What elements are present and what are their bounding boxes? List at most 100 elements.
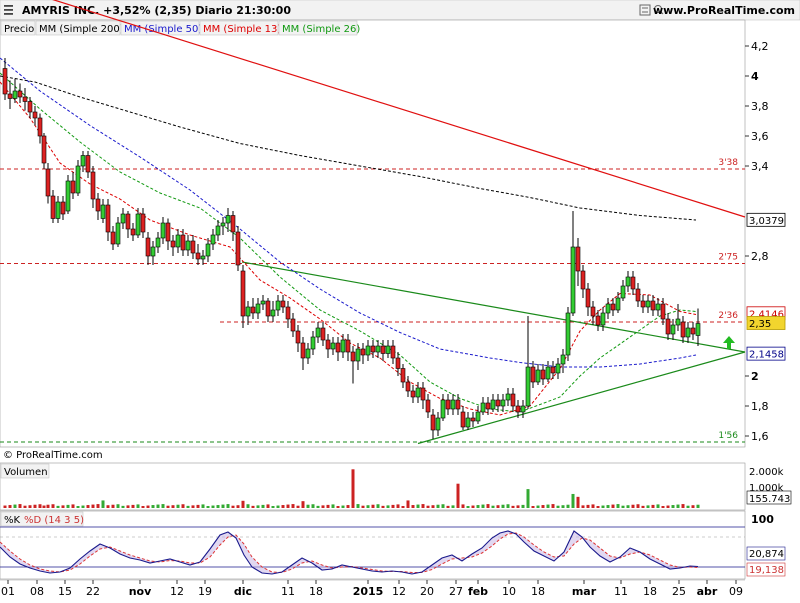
menu-icon[interactable] xyxy=(4,5,13,15)
volume-bar xyxy=(221,504,225,508)
price-tick-label: 4,2 xyxy=(751,40,769,53)
volume-bar xyxy=(656,504,660,508)
price-tick-label: 2,8 xyxy=(751,250,769,263)
candle-body xyxy=(580,270,586,290)
volume-bar xyxy=(386,505,390,508)
candle-body xyxy=(590,306,596,317)
candle-body xyxy=(550,366,556,374)
candle-body xyxy=(420,387,426,401)
candle-body xyxy=(185,240,191,251)
candle-body xyxy=(460,411,466,428)
volume-bar xyxy=(8,505,12,508)
candle-body xyxy=(575,246,581,272)
volume-bar xyxy=(381,505,385,508)
volume-panel xyxy=(0,462,746,511)
stoch-d-value: 19,138 xyxy=(749,565,784,576)
volume-bar xyxy=(42,505,46,508)
price-tag-label: 2,35 xyxy=(749,319,771,330)
candle-body xyxy=(655,303,661,311)
price-tag-label: 2,4146 xyxy=(749,309,784,320)
price-panel xyxy=(0,19,746,448)
volume-bar xyxy=(86,505,90,508)
legend-item[interactable]: Precio xyxy=(4,24,34,35)
volume-bar xyxy=(641,505,645,508)
volume-bars xyxy=(3,469,700,508)
candle-body xyxy=(180,234,186,251)
candle-body xyxy=(370,345,376,353)
volume-tick-label: 2.000k xyxy=(749,467,784,478)
candle-body xyxy=(275,300,281,311)
volume-bar xyxy=(196,504,200,508)
level-label: 2'36 xyxy=(718,311,738,321)
date-tick-label: 20 xyxy=(420,585,434,598)
volume-bar xyxy=(266,504,270,508)
volume-bar xyxy=(531,506,535,508)
volume-bar xyxy=(636,504,640,508)
legend-item[interactable]: MM (Simple 200) xyxy=(39,24,124,35)
candle-body xyxy=(240,270,246,317)
volume-bar xyxy=(201,504,205,508)
candle-body xyxy=(125,213,131,230)
volume-bar xyxy=(91,504,95,508)
candle-body xyxy=(2,68,8,95)
settings-icon[interactable] xyxy=(639,4,651,16)
legend-item[interactable]: MM (Simple 26) xyxy=(282,24,360,35)
date-tick-label: 10 xyxy=(502,585,516,598)
candle-body xyxy=(415,387,421,398)
volume-bar xyxy=(291,504,295,508)
site-url[interactable]: www.ProRealTime.com xyxy=(653,4,795,17)
volume-bar xyxy=(236,505,240,508)
zoom-icon[interactable] xyxy=(654,5,664,15)
volume-bar xyxy=(166,505,170,508)
volume-bar xyxy=(516,505,520,508)
candle-body xyxy=(12,90,18,99)
volume-bar xyxy=(666,505,670,508)
volume-bar xyxy=(106,505,110,508)
date-tick-label: 11 xyxy=(614,585,628,598)
candle-body xyxy=(70,180,76,194)
candle-body xyxy=(27,101,33,113)
candle-body xyxy=(470,417,476,422)
candle-body xyxy=(685,327,691,338)
volume-bar xyxy=(406,500,410,508)
date-tick-label: 2015 xyxy=(353,585,384,598)
price-tag xyxy=(746,316,786,330)
volume-bar xyxy=(216,505,220,508)
volume-bar xyxy=(251,505,255,508)
candle-body xyxy=(210,234,216,245)
volume-bar xyxy=(676,504,680,508)
candle-body xyxy=(680,321,686,338)
candle-body xyxy=(640,300,646,308)
volume-label: Volumen xyxy=(4,467,48,478)
candle-body xyxy=(440,399,446,419)
candle-body xyxy=(250,306,256,314)
copyright: © ProRealTime.com xyxy=(3,450,103,461)
volume-bar xyxy=(23,505,27,508)
date-tick-label: 25 xyxy=(672,585,686,598)
chart-title: AMYRIS INC. +3,52% (2,35) Diario 21:30:0… xyxy=(22,4,291,17)
volume-bar xyxy=(46,504,50,508)
volume-bar xyxy=(161,504,165,508)
legend-item[interactable]: MM (Simple 13) xyxy=(203,24,281,35)
volume-bar xyxy=(411,505,415,508)
candle-body xyxy=(150,246,156,257)
volume-bar xyxy=(631,504,635,508)
volume-bar xyxy=(206,506,210,508)
candle-body xyxy=(450,399,456,410)
date-tick-label: feb xyxy=(468,585,488,598)
candle-body xyxy=(390,345,396,359)
stochastic-labels: %K %D (14 3 5) xyxy=(4,515,84,526)
legend-item[interactable]: MM (Simple 50) xyxy=(124,24,202,35)
candle-body xyxy=(505,393,511,401)
volume-bar xyxy=(611,504,615,508)
stochastic-axis: 100 20,874 19,138 xyxy=(746,513,786,577)
candle-body xyxy=(145,237,151,257)
volume-bar xyxy=(646,505,650,508)
candle-body xyxy=(130,228,136,236)
candle-body xyxy=(105,204,111,233)
level-label: 2'75 xyxy=(718,253,738,263)
candle-body xyxy=(17,90,23,98)
volume-bar xyxy=(151,505,155,508)
